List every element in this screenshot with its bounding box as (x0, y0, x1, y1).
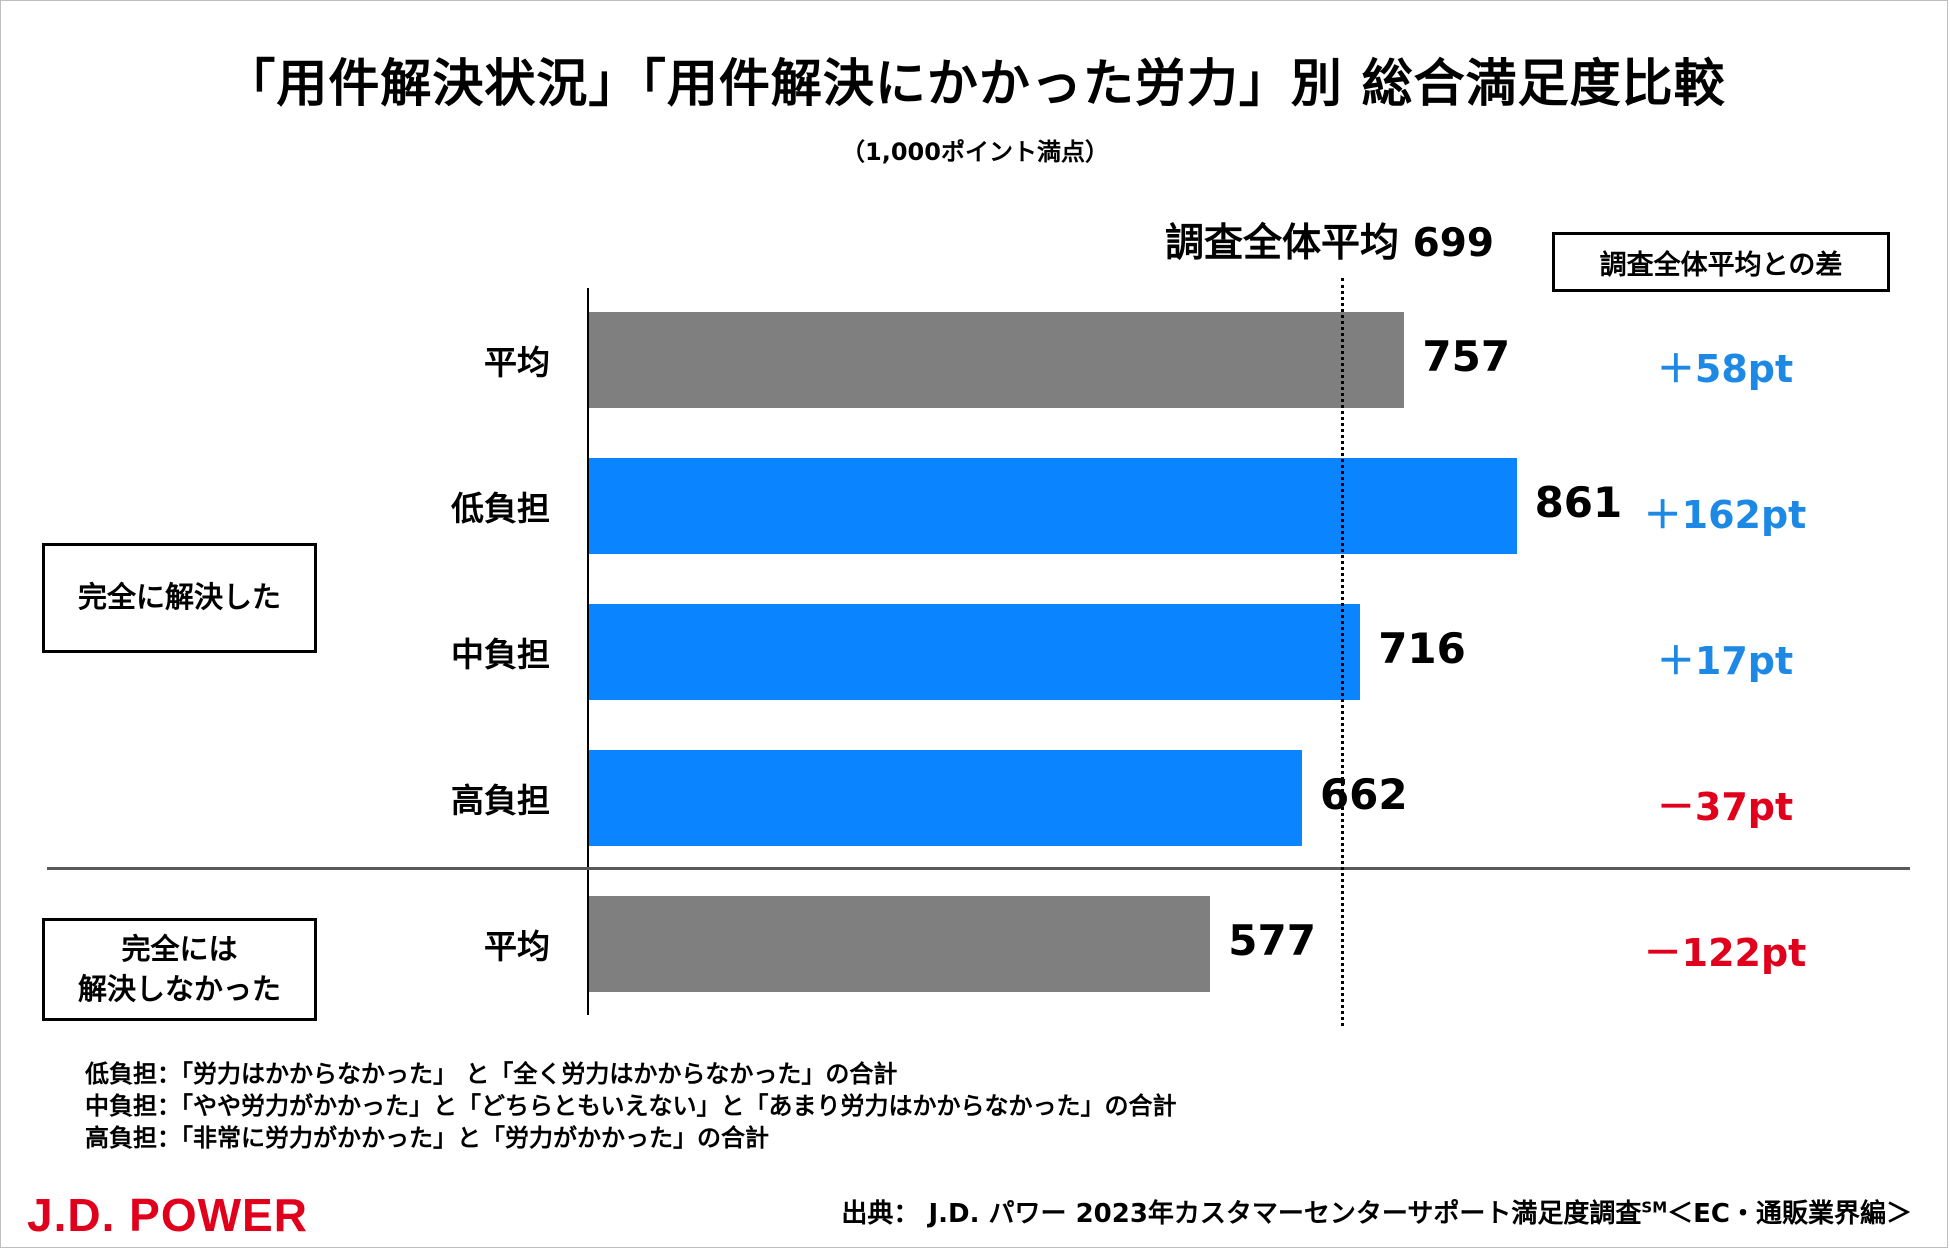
category-label: 低負担 (451, 489, 550, 528)
source-suffix: ＜EC・通販業界編＞ (1667, 1199, 1912, 1229)
difference-label: ＋17pt (1656, 639, 1794, 683)
average-reference-line (1340, 278, 1344, 1026)
jd-power-logo: J.D. POWER (27, 1189, 308, 1241)
difference-label: －37pt (1656, 785, 1794, 829)
category-label: 高負担 (451, 781, 550, 820)
footnote-high: 高負担：「非常に労力がかかった」と「労力がかかった」の合計 (85, 1124, 769, 1152)
difference-label: ＋58pt (1656, 347, 1794, 391)
chart-title: 「用件解決状況」「用件解決にかかった労力」別 総合満足度比較 (224, 55, 1726, 114)
footnotes: 低負担：「労力はかからなかった」 と「全く労力はかからなかった」の合計 中負担：… (85, 1058, 1177, 1154)
bar (588, 896, 1211, 992)
category-label: 中負担 (451, 635, 550, 674)
source-sup: SM (1641, 1198, 1668, 1217)
bar (588, 312, 1405, 408)
bar-value-label: 861 (1534, 478, 1623, 527)
bar (588, 750, 1302, 846)
group-divider (47, 867, 1910, 870)
group-label-resolved: 完全に解決した (42, 543, 317, 653)
group-label-not-resolved: 完全には 解決しなかった (42, 918, 317, 1021)
source-note: 出典： J.D. パワー 2023年カスタマーセンターサポート満足度調査SM＜E… (841, 1193, 1912, 1230)
y-axis-line (587, 288, 589, 1015)
source-text: 出典： J.D. パワー 2023年カスタマーセンターサポート満足度調査 (841, 1199, 1642, 1229)
bar-value-label: 662 (1319, 770, 1408, 819)
bar-value-label: 577 (1228, 916, 1316, 965)
reference-line-label: 調査全体平均 699 (1165, 221, 1494, 266)
footnote-low: 低負担：「労力はかからなかった」 と「全く労力はかからなかった」の合計 (85, 1060, 898, 1088)
difference-header: 調査全体平均との差 (1552, 232, 1890, 292)
bar-value-label: 757 (1422, 332, 1511, 381)
category-label: 平均 (484, 927, 550, 966)
footnote-mid: 中負担：「やや労力がかかった」と「どちらともいえない」と「あまり労力はかからなか… (85, 1092, 1177, 1120)
category-label: 平均 (484, 343, 550, 382)
difference-label: －122pt (1643, 931, 1807, 975)
bar-value-label: 716 (1378, 624, 1466, 673)
chart-subtitle: （1,000ポイント満点） (841, 138, 1109, 166)
difference-label: ＋162pt (1643, 493, 1807, 537)
bar (588, 604, 1361, 700)
bar (588, 458, 1517, 554)
